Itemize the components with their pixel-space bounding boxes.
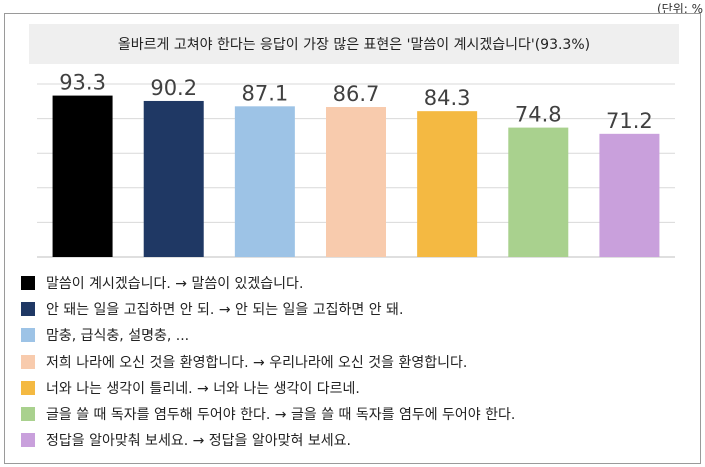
legend-item: 맘충, 급식충, 설명충, ... <box>21 324 189 346</box>
legend-item: 말씀이 계시겠습니다. → 말씀이 있겠습니다. <box>21 272 303 294</box>
legend-item: 너와 나는 생각이 틀리네. → 너와 나는 생각이 다르네. <box>21 377 360 399</box>
bar <box>326 107 386 257</box>
legend-swatch <box>21 302 35 317</box>
bar <box>143 100 204 257</box>
legend-label: 안 돼는 일을 고집하면 안 되. → 안 되는 일을 고집하면 안 돼. <box>46 302 404 319</box>
legend-label: 글을 쓸 때 독자를 염두해 두어야 한다. → 글을 쓸 때 독자를 염두에 … <box>46 407 516 423</box>
bar <box>508 127 569 257</box>
chart-frame: 올바르게 고쳐야 한다는 응답이 가장 많은 표현은 '말씀이 계시겠습니다'(… <box>4 13 701 464</box>
legend-swatch <box>21 276 35 290</box>
data-label: 84.3 <box>424 86 471 110</box>
bar <box>52 95 113 257</box>
legend-label: 너와 나는 생각이 틀리네. → 너와 나는 생각이 다르네. <box>46 380 360 397</box>
legend-label: 정답을 알아맞춰 보세요. → 정답을 알아맞혀 보세요. <box>46 433 351 450</box>
legend-swatch <box>21 407 35 421</box>
data-label: 74.8 <box>515 103 562 127</box>
bar-chart: 93.3 90.2 87.1 86.7 84.3 74.8 71.2 <box>37 71 675 258</box>
legend-item: 글을 쓸 때 독자를 염두해 두어야 한다. → 글을 쓸 때 독자를 염두에 … <box>21 403 515 425</box>
data-label: 86.7 <box>333 82 380 106</box>
legend-item: 안 돼는 일을 고집하면 안 되. → 안 되는 일을 고집하면 안 돼. <box>21 298 403 320</box>
legend-label: 맘충, 급식충, 설명충, ... <box>46 328 190 345</box>
legend-swatch <box>21 354 35 369</box>
legend-label: 저희 나라에 오신 것을 환영합니다. → 우리나라에 오신 것을 환영합니다. <box>46 354 468 371</box>
legend-swatch <box>21 380 35 395</box>
unit-note: (단위: % <box>656 2 703 16</box>
legend-swatch <box>21 328 35 343</box>
legend-swatch <box>21 433 35 448</box>
chart-title: 올바르게 고쳐야 한다는 응답이 가장 많은 표현은 '말씀이 계시겠습니다'(… <box>29 24 679 64</box>
bar <box>417 111 478 257</box>
data-label: 93.3 <box>59 71 106 95</box>
data-label: 87.1 <box>241 81 288 105</box>
data-label: 90.2 <box>150 76 197 100</box>
bar <box>234 106 295 257</box>
bar <box>599 133 660 257</box>
legend-label: 말씀이 계시겠습니다. → 말씀이 있겠습니다. <box>46 276 304 292</box>
legend-item: 저희 나라에 오신 것을 환영합니다. → 우리나라에 오신 것을 환영합니다. <box>21 351 467 373</box>
data-label: 71.2 <box>606 109 653 133</box>
legend-item: 정답을 알아맞춰 보세요. → 정답을 알아맞혀 보세요. <box>21 429 351 451</box>
